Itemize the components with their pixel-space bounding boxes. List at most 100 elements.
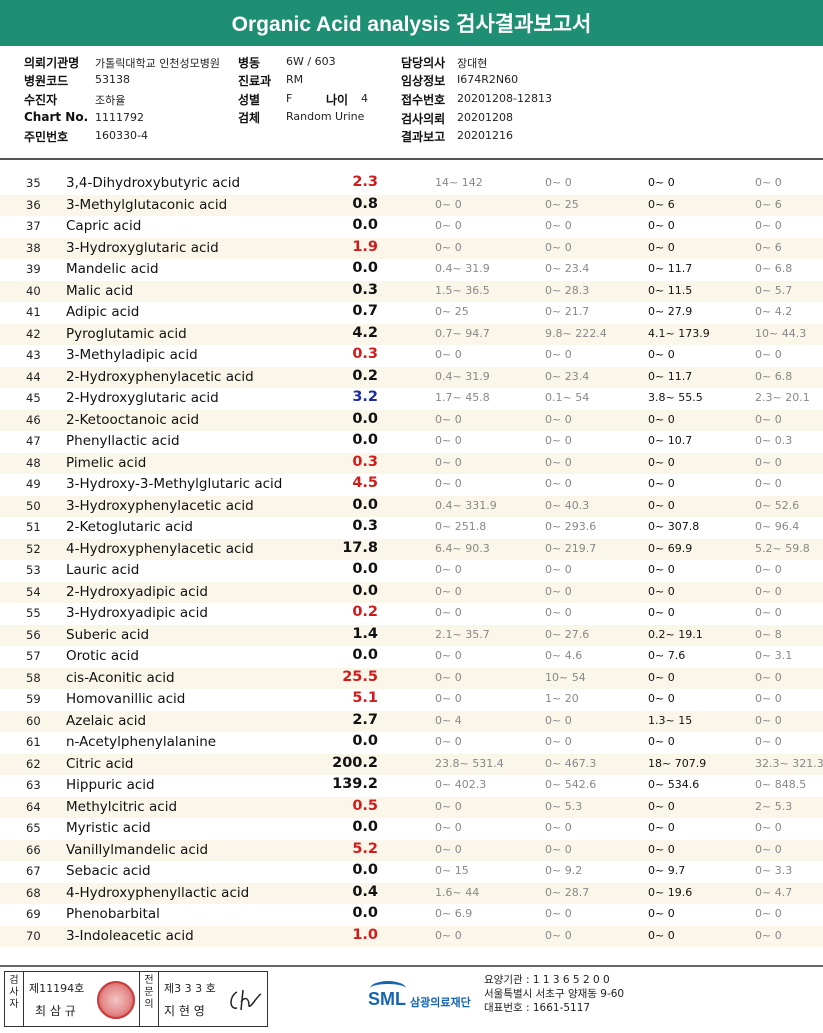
reference-range-3: 0~ 27.9 xyxy=(648,305,693,318)
reference-range-2: 10~ 54 xyxy=(545,670,586,684)
sml-logo: SML 삼광의료재단 xyxy=(368,979,476,1019)
table-row: 37 Capric acid 0.0 0~ 0 0~ 0 0~ 0 0~ 0 xyxy=(0,216,823,238)
sex-label: 성별 xyxy=(238,93,261,107)
result-value: 0.3 xyxy=(352,281,378,298)
reference-range-2: 0~ 219.7 xyxy=(545,541,597,555)
institution-label: 의뢰기관명 xyxy=(24,56,80,70)
reference-range-1: 0~ 0 xyxy=(435,455,462,469)
row-number: 55 xyxy=(26,606,41,620)
table-row: 62 Citric acid 200.2 23.8~ 531.4 0~ 467.3 18~… xyxy=(0,753,823,775)
pathologist-label: 전문의 xyxy=(144,975,154,1010)
reference-range-2: 0~ 0 xyxy=(545,477,572,490)
result-value: 0.2 xyxy=(352,367,378,384)
reference-range-2: 0~ 0 xyxy=(545,584,572,598)
hospital-code-value: 53138 xyxy=(95,73,130,86)
reference-range-4: 0~ 0 xyxy=(755,176,782,189)
result-value: 0.0 xyxy=(352,432,378,448)
analyte-name: Myristic acid xyxy=(66,820,151,836)
reference-range-4: 0~ 0 xyxy=(755,348,782,361)
reference-range-3: 0~ 0 xyxy=(648,821,675,834)
analyte-name: Adipic acid xyxy=(66,304,140,320)
reference-range-3: 18~ 707.9 xyxy=(648,756,707,770)
row-number: 57 xyxy=(26,649,41,663)
analyte-name: Orotic acid xyxy=(66,648,139,664)
result-value: 0.0 xyxy=(352,496,378,513)
reference-range-2: 0~ 0 xyxy=(545,240,572,254)
analyte-name: 3-Indoleacetic acid xyxy=(66,927,194,944)
patient-value: 조하율 xyxy=(95,94,126,107)
reference-range-3: 0~ 0 xyxy=(648,799,675,813)
phone: 대표번호 : 1661-5117 xyxy=(484,1002,591,1014)
reference-range-2: 0~ 542.6 xyxy=(545,778,597,791)
row-number: 62 xyxy=(26,756,41,771)
reference-range-2: 0.1~ 54 xyxy=(545,391,590,404)
reference-range-4: 5.2~ 59.8 xyxy=(755,541,810,555)
reference-range-4: 0~ 0 xyxy=(755,907,782,920)
result-value: 3.2 xyxy=(352,389,378,405)
reference-range-3: 0~ 0 xyxy=(648,584,675,598)
row-number: 45 xyxy=(26,391,41,405)
table-row: 50 3-Hydroxyphenylacetic acid 0.0 0.4~ 331.… xyxy=(0,495,823,517)
receipt-value: 20201208-12813 xyxy=(457,92,552,105)
reference-range-2: 0~ 0 xyxy=(545,219,572,232)
doctor-value: 장대현 xyxy=(457,57,488,70)
analyte-name: 3-Hydroxyglutaric acid xyxy=(66,239,219,256)
reference-range-3: 3.8~ 55.5 xyxy=(648,391,703,404)
patient-label: 수진자 xyxy=(24,93,58,107)
analyte-name: Sebacic acid xyxy=(66,863,151,879)
reference-range-1: 0~ 0 xyxy=(435,928,462,942)
reference-range-1: 0~ 0 xyxy=(435,197,462,211)
reference-range-2: 0~ 23.4 xyxy=(545,262,590,275)
hospital-code-label: 병원코드 xyxy=(24,74,69,88)
table-row: 39 Mandelic acid 0.0 0.4~ 31.9 0~ 23.4 0~ 11.… xyxy=(0,259,823,281)
row-number: 40 xyxy=(26,283,41,298)
reference-range-1: 0~ 0 xyxy=(435,842,462,856)
result-value: 0.4 xyxy=(352,883,378,900)
row-number: 67 xyxy=(26,864,41,878)
table-row: 53 Lauric acid 0.0 0~ 0 0~ 0 0~ 0 0~ 0 xyxy=(0,560,823,582)
row-number: 59 xyxy=(26,692,41,706)
signature-box: 검사자 제11194호 최 삼 규 전문의 제3 3 3 호 지 현 영 xyxy=(4,971,268,1027)
inspector-license: 제11194호 xyxy=(29,982,85,995)
reference-range-1: 0~ 251.8 xyxy=(435,520,487,533)
reference-range-2: 0~ 0 xyxy=(545,842,572,856)
results-table: 35 3,4-Dihydroxybutyric acid 2.3 14~ 142 0~ … xyxy=(0,173,823,947)
reference-range-1: 1.7~ 45.8 xyxy=(435,391,490,404)
dept-label: 진료과 xyxy=(238,74,272,88)
row-number: 68 xyxy=(26,885,41,900)
result-value: 1.0 xyxy=(352,926,378,943)
reference-range-2: 0~ 5.3 xyxy=(545,799,583,813)
row-number: 64 xyxy=(26,799,41,814)
resident-label: 주민번호 xyxy=(24,130,69,144)
reference-range-2: 0~ 0 xyxy=(545,434,572,447)
signature-separator xyxy=(139,972,140,1026)
reference-range-2: 0~ 0 xyxy=(545,412,572,426)
result-value: 5.2 xyxy=(352,840,378,857)
reference-range-2: 0~ 0 xyxy=(545,821,572,834)
resident-value: 160330-4 xyxy=(95,129,148,142)
analyte-name: Mandelic acid xyxy=(66,261,159,277)
reference-range-3: 0~ 11.7 xyxy=(648,262,693,275)
reference-range-3: 1.3~ 15 xyxy=(648,713,693,727)
ward-value: 6W / 603 xyxy=(286,55,336,68)
analyte-name: cis-Aconitic acid xyxy=(66,669,175,686)
reference-range-1: 2.1~ 35.7 xyxy=(435,627,490,641)
reference-range-3: 0~ 0 xyxy=(648,219,675,232)
address: 서울특별시 서초구 양재동 9-60 xyxy=(484,988,625,1000)
table-row: 41 Adipic acid 0.7 0~ 25 0~ 21.7 0~ 27.9 0~ 4.… xyxy=(0,302,823,324)
result-value: 0.0 xyxy=(352,905,378,921)
result-value: 200.2 xyxy=(332,754,378,771)
reference-range-1: 0~ 4 xyxy=(435,713,462,727)
reference-range-2: 0~ 0 xyxy=(545,907,572,920)
reference-range-3: 0~ 0 xyxy=(648,928,675,942)
row-number: 46 xyxy=(26,412,41,427)
reference-range-4: 0~ 0 xyxy=(755,563,782,576)
analyte-name: Phenobarbital xyxy=(66,906,160,922)
result-value: 4.2 xyxy=(352,324,378,341)
reference-range-4: 0~ 0 xyxy=(755,821,782,834)
result-value: 0.2 xyxy=(352,604,378,620)
result-value: 1.9 xyxy=(352,238,378,255)
reference-range-2: 0~ 21.7 xyxy=(545,305,590,318)
reference-range-4: 0~ 0 xyxy=(755,713,782,727)
reference-range-3: 0~ 7.6 xyxy=(648,649,686,662)
